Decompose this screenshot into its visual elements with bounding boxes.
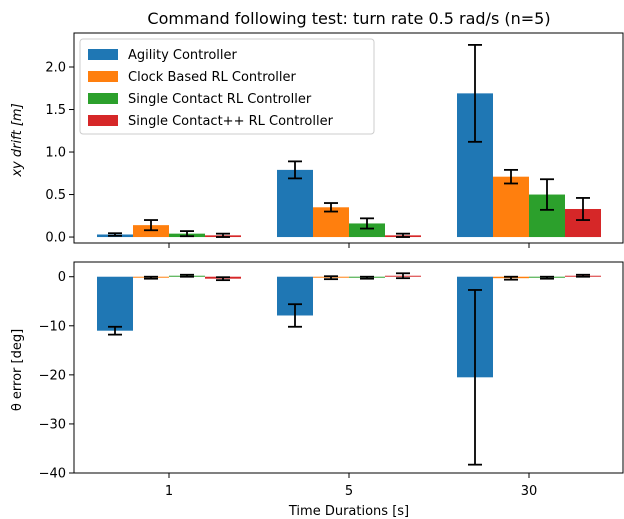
bottom-error-bar-0-0 — [108, 325, 122, 336]
top-y-axis-label: xy drift [m] — [10, 103, 25, 177]
top-y-tick-label-4: 2.0 — [45, 61, 66, 76]
legend-entry-0: Agility Controller — [128, 48, 238, 63]
bottom-error-bar-0-2 — [468, 289, 482, 466]
bottom-plot-area: 0 −10 −20 −30 −40 1 5 30 — [39, 261, 624, 499]
x-tick-label-2: 30 — [521, 484, 538, 499]
top-y-tick-label-3: 1.5 — [45, 103, 66, 118]
top-y-tick-label-2: 1.0 — [45, 146, 66, 161]
bottom-error-bar-1-1 — [324, 275, 338, 281]
top-bar-0-1 — [277, 169, 313, 238]
top-plot-area: 0.0 0.5 1.0 1.5 2.0 — [45, 32, 624, 248]
bottom-error-bar-3-2 — [576, 273, 590, 278]
legend-entry-2: Single Contact RL Controller — [128, 92, 312, 107]
top-bar-1-2 — [493, 176, 529, 238]
bottom-error-bar-0-1 — [288, 303, 302, 328]
legend-entry-3: Single Contact++ RL Controller — [128, 114, 334, 129]
top-error-bar-2-0 — [180, 230, 194, 238]
x-tick-label-0: 1 — [165, 484, 173, 499]
top-error-bar-0-0 — [108, 232, 122, 237]
top-bar-2-1 — [349, 223, 385, 238]
top-y-tick-label-0: 0.0 — [45, 231, 66, 246]
x-tick-label-1: 5 — [345, 484, 353, 499]
legend: Agility Controller Clock Based RL Control… — [79, 38, 375, 135]
top-error-bar-3-1 — [396, 232, 410, 238]
bottom-error-bar-3-0 — [216, 276, 230, 282]
bottom-y-tick-label-1: −10 — [39, 319, 66, 334]
bottom-y-tick-label-2: −20 — [39, 368, 66, 383]
top-error-bar-1-0 — [144, 219, 158, 232]
bottom-bar-0-0 — [97, 276, 133, 331]
top-error-bar-1-1 — [324, 202, 338, 213]
x-axis-label: Time Durations [s] — [288, 504, 409, 519]
bottom-y-tick-label-3: −30 — [39, 417, 66, 432]
top-error-bar-2-1 — [360, 217, 374, 230]
chart-title: Command following test: turn rate 0.5 ra… — [147, 9, 550, 28]
legend-entry-1: Clock Based RL Controller — [128, 70, 297, 85]
bottom-error-bar-2-2 — [540, 275, 554, 280]
bottom-error-bar-1-2 — [504, 275, 518, 281]
top-error-bar-3-2 — [576, 197, 590, 221]
bottom-error-bar-2-1 — [360, 275, 374, 280]
top-error-bar-0-1 — [288, 160, 302, 180]
bottom-y-tick-label-4: −40 — [39, 467, 66, 482]
top-error-bar-1-2 — [504, 168, 518, 185]
bottom-error-bar-1-0 — [144, 275, 158, 280]
bottom-axes-frame — [73, 261, 624, 474]
bottom-error-bar-3-1 — [396, 272, 410, 280]
legend-swatch-3 — [88, 115, 118, 126]
legend-swatch-1 — [88, 71, 118, 82]
bottom-y-tick-label-0: 0 — [58, 270, 66, 285]
top-error-bar-2-2 — [540, 178, 554, 211]
top-error-bar-3-0 — [216, 232, 230, 238]
legend-box — [79, 38, 375, 135]
bottom-y-axis-label: θ error [deg] — [10, 329, 25, 411]
top-y-tick-label-1: 0.5 — [45, 188, 66, 203]
legend-swatch-0 — [88, 49, 118, 60]
legend-swatch-2 — [88, 93, 118, 104]
bottom-error-bar-2-0 — [180, 273, 194, 278]
top-error-bar-0-2 — [468, 44, 482, 143]
